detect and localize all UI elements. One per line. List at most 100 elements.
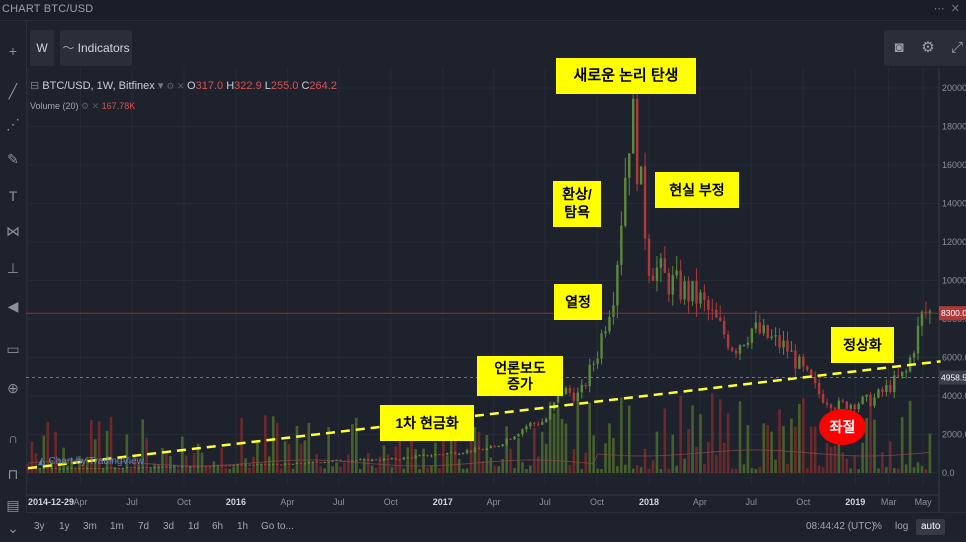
candle-body — [461, 453, 465, 455]
candle-body — [188, 466, 192, 468]
candle-body — [711, 309, 714, 311]
volume-bar — [208, 465, 212, 473]
candle-body — [663, 258, 667, 273]
candle-body — [307, 461, 311, 464]
range-3m[interactable]: 3m — [83, 521, 97, 532]
candle-body — [113, 467, 117, 469]
ruler-icon[interactable]: ▭ — [6, 341, 20, 357]
candle-body — [912, 353, 916, 358]
candle-body — [655, 267, 659, 281]
window-titlebar: CHART BTC/USD ⋯ ✕ — [0, 0, 966, 21]
window-controls[interactable]: ⋯ ✕ — [933, 3, 960, 15]
volume-bar — [608, 423, 611, 473]
magnet-icon[interactable]: ∩ — [7, 430, 19, 446]
crosshair-icon[interactable]: + — [8, 43, 18, 59]
candle-body — [339, 459, 342, 462]
lock-icon[interactable]: ⊓ — [7, 466, 19, 482]
log-toggle[interactable]: log — [895, 521, 909, 532]
text-icon[interactable]: T — [8, 188, 18, 204]
volume-bar — [786, 463, 789, 473]
volume-bar — [861, 442, 864, 473]
volume-bar — [592, 435, 595, 473]
volume-bar — [89, 420, 93, 473]
volume-bar — [260, 464, 263, 473]
volume-bar — [256, 440, 259, 473]
candle-body — [232, 465, 235, 467]
volume-bar — [525, 468, 528, 473]
volume-bar — [426, 467, 429, 473]
fullscreen-icon[interactable]: ⤢ — [942, 30, 966, 66]
volume-bar — [86, 456, 89, 473]
trash-icon[interactable]: ▤ — [6, 497, 20, 513]
x-tick-label: May — [915, 497, 933, 507]
symbol-dropdown-icon[interactable]: ▾ — [157, 80, 164, 92]
price-chart[interactable]: 0.02000.04000.06000.08000.010000.012000.… — [26, 68, 966, 512]
volume-bar — [299, 443, 303, 473]
range-3y[interactable]: 3y — [34, 521, 45, 532]
volume-bar — [264, 415, 267, 473]
candle-body — [730, 347, 734, 351]
volume-settings-icon[interactable]: ⚙ ✕ — [81, 101, 102, 111]
candle-body — [758, 322, 761, 334]
percent-toggle[interactable]: % — [873, 521, 882, 532]
candle-body — [192, 466, 196, 468]
volume-bar — [406, 447, 410, 473]
candle-body — [861, 396, 864, 405]
candle-body — [50, 468, 53, 470]
back-arrow-icon[interactable]: ◀ — [7, 298, 19, 314]
tradingview-watermark[interactable]: ◭ Chart by TradingView — [38, 456, 144, 467]
candle-body — [220, 465, 224, 467]
volume-bar — [620, 397, 623, 473]
volume-bar — [109, 416, 113, 473]
goto-button[interactable]: Go to... — [261, 521, 294, 532]
camera-icon[interactable]: ◙ — [884, 30, 914, 66]
range-7d[interactable]: 7d — [138, 521, 150, 532]
volume-bar — [643, 448, 647, 473]
auto-toggle[interactable]: auto — [916, 519, 946, 535]
candle-body — [390, 458, 394, 460]
utc-clock[interactable]: 08:44:42 (UTC) — [806, 521, 875, 532]
candle-body — [643, 166, 647, 239]
candle-body — [806, 366, 809, 370]
volume-bar — [572, 449, 576, 473]
range-1h[interactable]: 1h — [237, 521, 249, 532]
gear-icon[interactable]: ⚙ — [913, 30, 943, 66]
range-1d[interactable]: 1d — [188, 521, 200, 532]
indicators-button[interactable]: 〜 Indicators — [60, 30, 132, 66]
candle-body — [612, 305, 615, 317]
candle-body — [287, 463, 291, 465]
candle-body — [770, 336, 773, 339]
candle-body — [335, 459, 338, 461]
zoom-icon[interactable]: ⊕ — [7, 380, 19, 396]
pattern-icon[interactable]: ⋈ — [6, 223, 20, 239]
candle-body — [564, 388, 568, 395]
x-tick-label: Apr — [487, 497, 501, 507]
candle-body — [746, 342, 750, 345]
volume-bar — [928, 433, 932, 473]
legend-settings-icon[interactable]: ⚙ ✕ — [166, 81, 188, 91]
volume-bar — [904, 464, 908, 473]
range-1y[interactable]: 1y — [59, 521, 70, 532]
range-6h[interactable]: 6h — [212, 521, 224, 532]
volume-bar — [600, 468, 603, 473]
symbol-label[interactable]: BTC/USD, 1W, Bitfinex — [42, 80, 155, 92]
range-1m[interactable]: 1m — [110, 521, 124, 532]
volume-bar — [271, 416, 275, 473]
candle-body — [699, 292, 702, 304]
candle-body — [276, 464, 279, 466]
candle-body — [517, 434, 520, 437]
range-3d[interactable]: 3d — [163, 521, 175, 532]
fib-icon[interactable]: ⋰ — [6, 116, 20, 132]
interval-button[interactable]: W — [30, 30, 54, 66]
chevron-down-icon[interactable]: ⌄ — [7, 520, 19, 536]
volume-label[interactable]: Volume (20) — [30, 101, 79, 111]
measure-icon[interactable]: ⊥ — [6, 260, 20, 276]
candle-body — [62, 468, 65, 470]
brush-icon[interactable]: ✎ — [7, 151, 19, 167]
volume-bar — [679, 395, 682, 473]
candle-body — [659, 258, 663, 268]
candle-body — [849, 404, 852, 409]
candle-body — [264, 463, 267, 465]
candle-body — [813, 377, 817, 383]
trendline-icon[interactable]: ╱ — [8, 83, 18, 99]
